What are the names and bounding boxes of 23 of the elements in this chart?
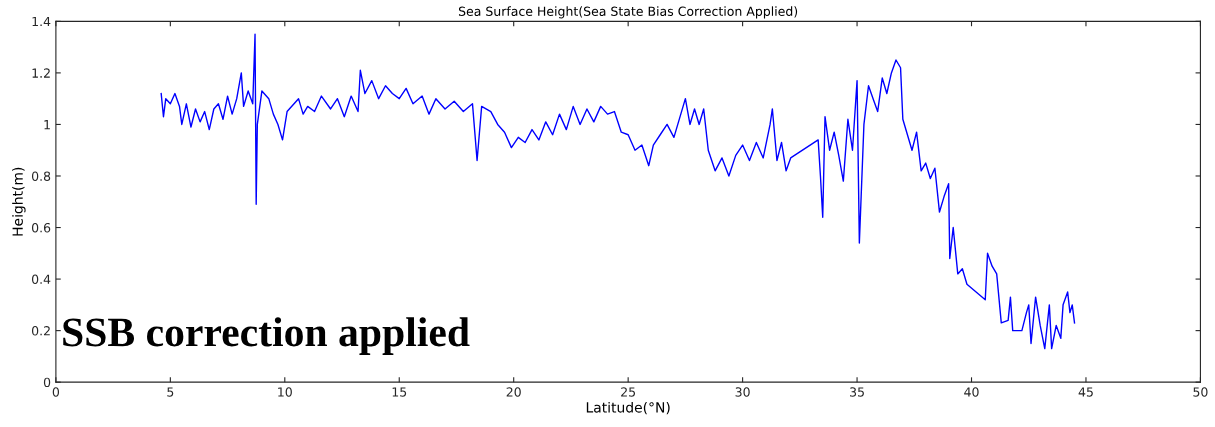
y-tick-label: 1.4: [32, 16, 51, 27]
annotation: SSB correction applied: [63, 317, 470, 355]
y-tick-label: 0: [43, 377, 51, 388]
y-tick-label: 1.2: [32, 68, 50, 78]
y-tick-label: 0.4: [31, 274, 51, 284]
x-tick-label: 30: [735, 387, 750, 397]
x-tick-label: 45: [1078, 387, 1093, 397]
x-axis-title: Latitude(°N): [586, 401, 670, 415]
x-tick-label: 10: [278, 387, 292, 397]
x-tick-label: 25: [621, 387, 636, 397]
x-tick-label: 20: [506, 387, 521, 397]
x-tick-label: 5: [167, 387, 174, 397]
y-tick-label: 0.6: [31, 223, 51, 233]
y-tick-label: 0.8: [31, 171, 51, 181]
y-axis-title: Height(m): [12, 167, 26, 236]
x-tick-label: 15: [392, 387, 407, 397]
x-tick-label: 50: [1193, 387, 1208, 397]
y-tick-label: 1: [44, 120, 50, 130]
chart-title: Sea Surface Height(Sea State Bias Correction Applied): [458, 6, 798, 19]
x-tick-label: 0: [52, 387, 60, 397]
x-tick-label: 40: [964, 387, 979, 397]
x-tick-label: 35: [850, 387, 864, 397]
y-tick-label: 0.2: [31, 326, 50, 336]
